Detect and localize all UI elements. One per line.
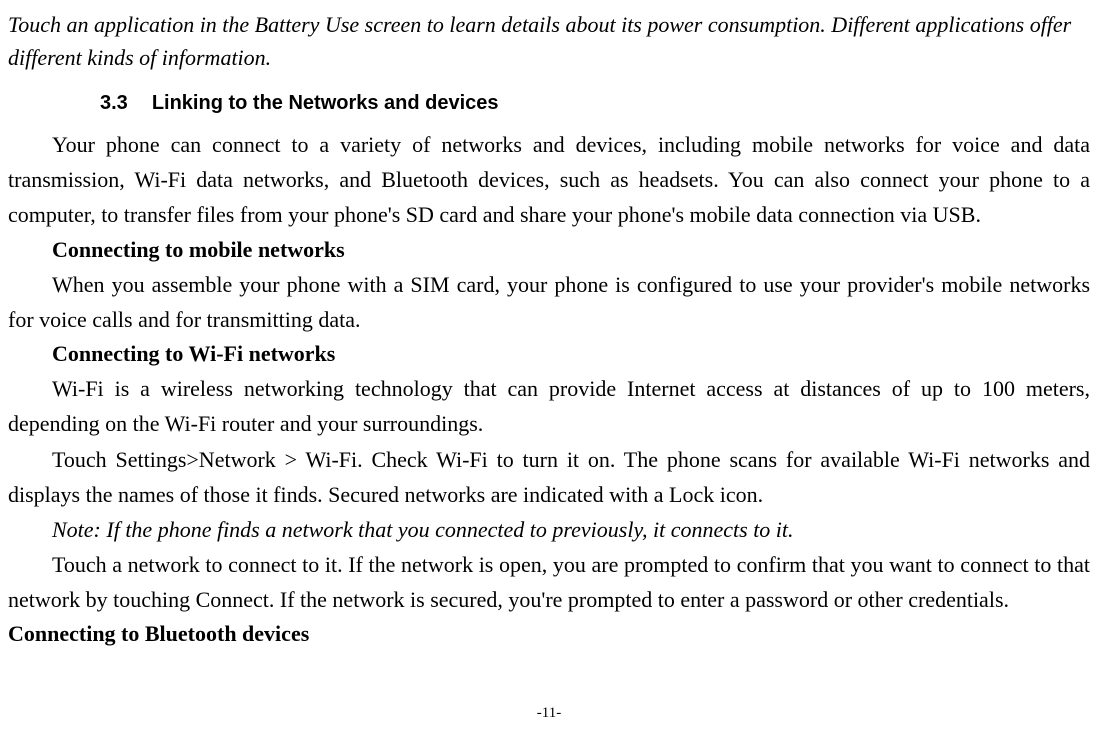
document-page: Touch an application in the Battery Use … [8,8,1090,652]
section-number: 3.3 [100,92,128,114]
intro-text: Touch an application in the Battery Use … [8,8,1090,74]
subheading-bluetooth: Connecting to Bluetooth devices [8,617,1090,651]
wifi-paragraph-1: Wi-Fi is a wireless networking technolog… [8,371,1090,441]
subheading-wifi: Connecting to Wi-Fi networks [8,337,1090,371]
wifi-paragraph-3: Touch a network to connect to it. If the… [8,547,1090,617]
page-number: -11- [0,705,1098,722]
section-heading: 3.3 Linking to the Networks and devices [8,92,1090,115]
wifi-paragraph-2: Touch Settings>Network > Wi-Fi. Check Wi… [8,442,1090,512]
overview-paragraph: Your phone can connect to a variety of n… [8,127,1090,233]
mobile-paragraph: When you assemble your phone with a SIM … [8,267,1090,337]
section-title: Linking to the Networks and devices [152,92,499,114]
wifi-note: Note: If the phone finds a network that … [8,512,1090,547]
subheading-mobile: Connecting to mobile networks [8,233,1090,267]
